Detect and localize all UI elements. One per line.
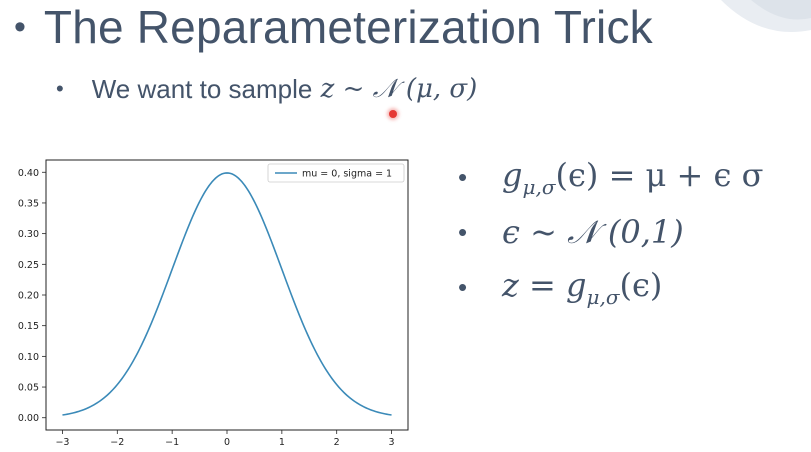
- equation-g-definition: gμ,σ(ϵ) = μ + ϵ σ: [502, 156, 763, 199]
- chart-svg: 0.000.050.100.150.200.250.300.350.40 −3−…: [18, 159, 409, 448]
- y-tick-label: 0.10: [18, 352, 39, 363]
- series-line-mu0-sigma1: [62, 172, 392, 416]
- legend-box: [267, 163, 405, 183]
- x-tick-label: 3: [389, 437, 395, 448]
- equation-item-1: • gμ,σ(ϵ) = μ + ϵ σ: [458, 150, 808, 205]
- math-op: ~: [342, 73, 365, 104]
- normal-distribution-chart: 0.00 0.05 0.10 0.15 0.20 0.25 0.30 0.35 0.40 −3−…: [0, 150, 420, 452]
- y-tick-label: 0.30: [18, 229, 39, 240]
- chart-plot-area: [45, 159, 409, 431]
- cursor-pointer-dot: [389, 110, 397, 118]
- eq-rhs: (ϵ): [619, 266, 663, 304]
- x-tick-label: 0: [224, 437, 230, 448]
- y-axis-ticks: 0.00 0.05 0.10 0.15 0.20 0.25 0.30 0.35 0.40: [18, 168, 46, 424]
- equation-list: • gμ,σ(ϵ) = μ + ϵ σ • ϵ ~ 𝒩 (0,1) • z = …: [458, 150, 808, 315]
- sub-bullet-math: z ~ 𝒩 (μ, σ): [312, 73, 478, 105]
- math-dist: 𝒩: [372, 73, 398, 104]
- sub-bullet-text: We want to sample: [91, 73, 313, 104]
- y-tick-label: 0.20: [18, 291, 39, 302]
- eq-arg: (ϵ): [555, 156, 599, 194]
- eq-func: g: [566, 266, 587, 304]
- title-row: • The Reparameterization Trick: [14, 0, 653, 58]
- y-tick-label: 0.35: [18, 198, 39, 209]
- equation-item-3: • z = gμ,σ(ϵ): [458, 260, 808, 315]
- title-bullet: •: [14, 8, 26, 46]
- x-tick-label: −1: [165, 437, 179, 448]
- equation-bullet: •: [458, 272, 468, 302]
- y-tick-label: 0.00: [18, 413, 39, 424]
- x-tick-label: 1: [279, 437, 285, 448]
- legend-label: mu = 0, sigma = 1: [302, 169, 392, 180]
- x-axis-ticks: −3 −2 −1 0 1 2 3: [55, 430, 395, 448]
- math-args: (μ, σ): [405, 73, 478, 104]
- chart-legend: mu = 0, sigma = 1: [267, 163, 405, 183]
- x-tick-label: −2: [110, 437, 124, 448]
- sub-bullet-row: • We want to sample z ~ 𝒩 (μ, σ): [56, 66, 477, 112]
- math-var: z: [320, 73, 335, 104]
- y-tick-label: 0.40: [18, 168, 39, 179]
- equation-bullet: •: [458, 162, 468, 192]
- sub-bullet: •: [56, 76, 64, 101]
- equation-bullet: •: [458, 217, 468, 247]
- equation-epsilon-dist: ϵ ~ 𝒩 (0,1): [502, 213, 684, 251]
- y-tick-label: 0.15: [18, 321, 39, 332]
- eq-rhs: = μ + ϵ σ: [598, 156, 764, 194]
- equation-z-definition: z = gμ,σ(ϵ): [502, 266, 662, 309]
- eq-sub: μ,σ: [586, 285, 620, 309]
- slide-title: The Reparameterization Trick: [43, 1, 653, 53]
- x-tick-label: 2: [334, 437, 340, 448]
- eq-lhs: z =: [502, 266, 567, 304]
- corner-decoration: [721, 0, 811, 32]
- y-tick-label: 0.05: [18, 383, 39, 394]
- eq-func: g: [502, 156, 523, 194]
- y-tick-label: 0.25: [18, 260, 39, 271]
- equation-item-2: • ϵ ~ 𝒩 (0,1): [458, 205, 808, 260]
- x-tick-label: −3: [55, 437, 69, 448]
- eq-sub: μ,σ: [522, 175, 556, 199]
